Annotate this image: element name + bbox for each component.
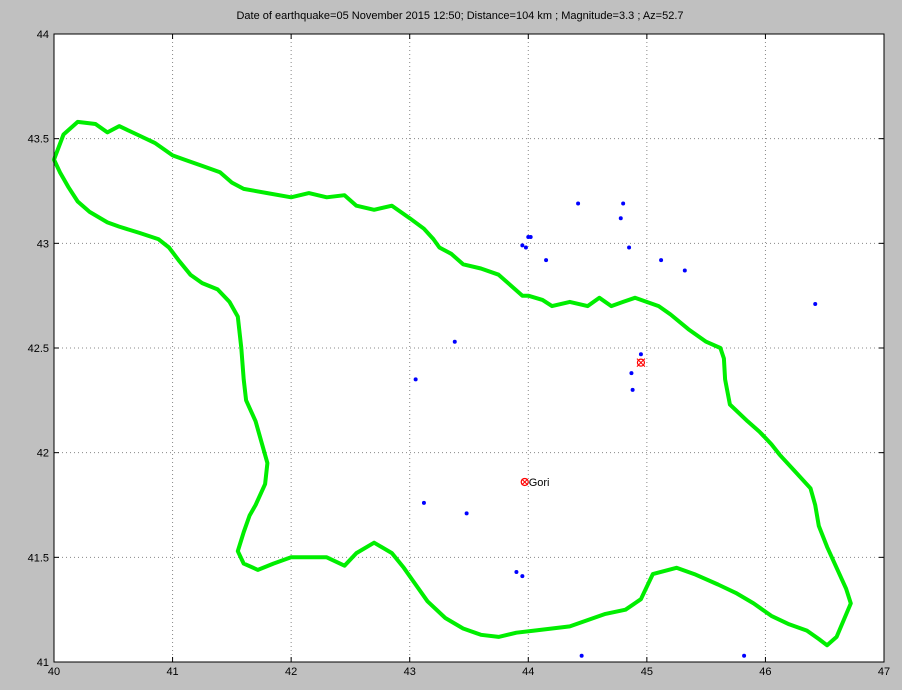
y-tick-label: 43 [37, 238, 49, 250]
event-points [413, 201, 818, 658]
y-tick-label: 42.5 [28, 343, 49, 355]
event-point [813, 302, 818, 307]
event-point [464, 511, 469, 516]
event-point [618, 216, 623, 221]
station-label: Gori [529, 477, 550, 489]
event-point [576, 201, 581, 206]
event-point [659, 258, 664, 263]
event-point [629, 371, 634, 376]
event-point [742, 653, 747, 658]
event-point [514, 569, 519, 574]
event-point [627, 245, 632, 250]
event-point [682, 268, 687, 273]
x-tick-label: 43 [404, 666, 416, 678]
y-tick-label: 42 [37, 448, 49, 460]
event-point [638, 352, 643, 357]
x-tick-label: 47 [878, 666, 890, 678]
x-tick-label: 45 [641, 666, 653, 678]
event-point [520, 574, 525, 579]
event-point [528, 235, 533, 240]
event-point [520, 243, 525, 248]
event-point [413, 377, 418, 382]
event-point [452, 339, 457, 344]
y-tick-label: 41 [37, 657, 49, 669]
grid-lines [54, 34, 884, 662]
y-tick-label: 41.5 [28, 552, 49, 564]
y-tick-label: 43.5 [28, 134, 49, 146]
special-markers: Gori [520, 358, 646, 489]
event-point [421, 500, 426, 505]
station-marker [520, 477, 529, 487]
event-point [544, 258, 549, 263]
plot-area [54, 34, 884, 662]
event-point [523, 245, 528, 250]
epicenter-cross [636, 358, 646, 368]
georgia-boundary [52, 119, 853, 648]
event-point [630, 387, 635, 392]
event-point [579, 653, 584, 658]
x-tick-label: 41 [166, 666, 178, 678]
x-tick-label: 40 [48, 666, 60, 678]
x-tick-label: 44 [522, 666, 534, 678]
x-tick-label: 42 [285, 666, 297, 678]
y-tick-label: 44 [37, 29, 49, 41]
chart-title: Date of earthquake=05 November 2015 12:5… [236, 10, 683, 22]
epicenter-marker [636, 358, 646, 367]
boundary-line [52, 119, 853, 648]
event-point [621, 201, 626, 206]
station-cross [521, 478, 529, 486]
x-tick-label: 46 [759, 666, 771, 678]
